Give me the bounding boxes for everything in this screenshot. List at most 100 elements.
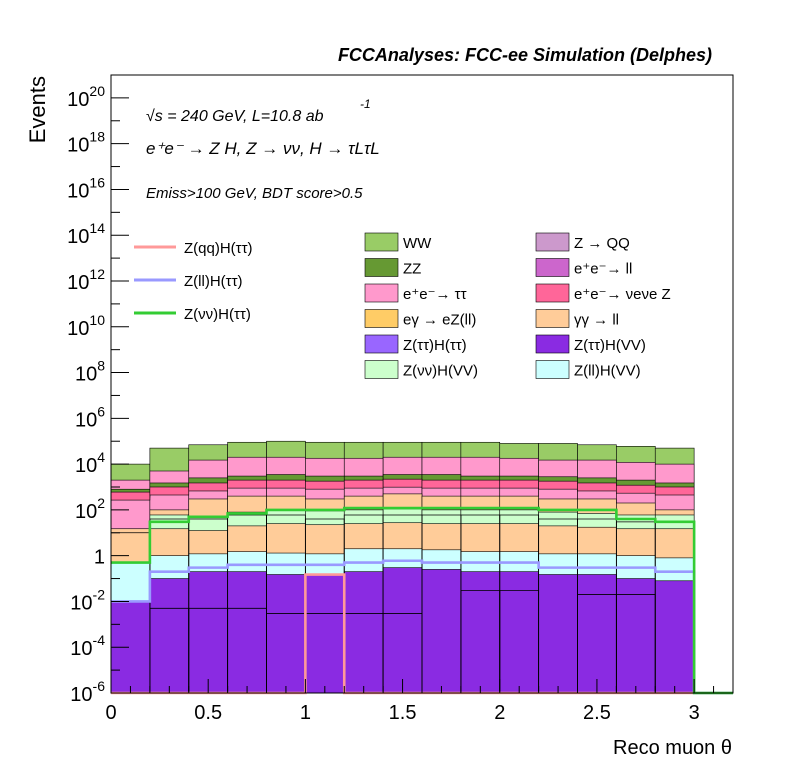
bar-z-h-vv-3 — [227, 571, 267, 694]
band-z-h-vv-10 — [499, 509, 539, 524]
band-e-e-e-e-z-0 — [110, 491, 151, 501]
y-tick-label-3: 1 — [94, 547, 105, 569]
x-tick-label-3: 1.5 — [389, 702, 417, 724]
bar-z-h-vv-2 — [188, 571, 228, 694]
legend-label-ww: WW — [403, 235, 432, 252]
band-e-e-e-e-z-2 — [188, 482, 228, 492]
y-axis-ticks: 10-6 10-4 10-2 1 102 104 106 108 1010 1012 1014 101… — [67, 74, 129, 706]
band-z-h-vv-7 — [382, 508, 423, 524]
band-z-h-vv-4 — [266, 509, 306, 524]
x-tick-label-0: 0 — [105, 702, 116, 724]
cut-annotation: Emiss>100 GeV, BDT score>0.5 — [146, 185, 363, 202]
legend-swatch-z-h-vv — [364, 360, 399, 379]
annotations: √s = 240 GeV, L=10.8 ab -1 e⁺e⁻ → Z H, Z… — [146, 97, 380, 202]
band-e-e-e-e-z-8 — [421, 479, 462, 489]
legend-label-zz: ZZ — [403, 261, 421, 278]
y-axis-label: Events — [25, 76, 50, 143]
legend-swatch-e-e — [364, 283, 399, 303]
bar-z-h-vv-8 — [421, 569, 462, 694]
process-annotation: e⁺e⁻ → Z H, Z → νν, H → τLτL — [146, 139, 380, 158]
legend: Z(qq)H(ττ) Z(ll)H(ττ) Z(νν)H(ττ) WW Z → QQ ZZ… — [134, 232, 671, 380]
x-tick-label-6: 3 — [689, 702, 700, 724]
x-tick-label-2: 1 — [300, 702, 311, 724]
band-e-e-e-e-z-6 — [343, 479, 384, 489]
x-axis-label: Reco muon θ — [613, 737, 732, 759]
legend-label-ll: γγ → ll — [574, 312, 619, 329]
band-e-e-e-e-z-13 — [616, 484, 656, 494]
band-e-e-e-e-z-12 — [577, 482, 617, 492]
band-e-e-e-e-z-9 — [460, 479, 501, 489]
band-z-h-vv-8 — [421, 509, 462, 524]
bar-z-h-vv-7 — [382, 567, 423, 694]
band-e-e-e-e-z-7 — [382, 478, 423, 488]
bar-z-h-vv-9 — [460, 571, 501, 694]
bar-z-h-vv-6 — [343, 571, 384, 694]
legend-label-e-e-ll: e⁺e⁻→ ll — [574, 261, 632, 278]
band-e-e-e-e-z-10 — [499, 479, 539, 489]
legend-label-z-ll-h: Z(ll)H(ττ) — [184, 273, 243, 290]
y-tick-label-2: 10-2 — [70, 586, 105, 614]
bar-z-h-vv-1 — [149, 578, 190, 694]
legend-swatch-z-h — [364, 334, 399, 354]
legend-label-e-e: e⁺e⁻→ ττ — [403, 286, 467, 303]
y-tick-label-11: 1016 — [67, 174, 105, 202]
bar-z-h-vv-10 — [499, 571, 539, 694]
legend-swatch-e-e-e-e-z — [535, 283, 570, 303]
legend-swatch-ll — [535, 309, 570, 328]
bar-z-h-vv-5 — [305, 574, 345, 694]
y-tick-label-10: 1014 — [67, 220, 105, 248]
bar-z-h-vv-13 — [616, 578, 656, 694]
energy-annotation: √s = 240 GeV, L=10.8 ab — [146, 108, 324, 125]
x-tick-label-5: 2.5 — [583, 702, 611, 724]
x-axis-ticks: 0 0.5 1 1.5 2 2.5 3 — [105, 679, 734, 724]
band-z-h-vv-6 — [343, 509, 384, 524]
legend-label-z-h-vv: Z(ττ)H(VV) — [574, 337, 646, 354]
x-tick-label-4: 2 — [494, 702, 505, 724]
legend-swatch-z-h-vv — [535, 334, 570, 354]
legend-swatch-zz — [364, 258, 399, 277]
legend-swatch-z-qq — [535, 232, 570, 252]
band-e-e-e-e-z-11 — [538, 480, 578, 490]
y-tick-label-0: 10-6 — [70, 678, 105, 706]
legend-swatch-e-e-ll — [535, 258, 570, 277]
legend-swatch-e-ez-ll — [364, 309, 399, 328]
y-tick-label-6: 106 — [75, 403, 105, 431]
legend-swatch-ww — [364, 232, 399, 252]
y-tick-label-8: 1010 — [67, 312, 105, 340]
band-e-e-e-e-z-3 — [227, 479, 267, 489]
band-z-h-vv-9 — [460, 509, 501, 524]
bar-z-h-vv-14 — [654, 580, 695, 694]
bar-z-h-vv-12 — [577, 574, 617, 694]
legend-label-z-qq-h: Z(qq)H(ττ) — [184, 240, 253, 257]
y-tick-label-5: 104 — [75, 449, 105, 477]
stack-bars — [110, 440, 695, 694]
band-e-e-e-e-z-1 — [149, 486, 190, 496]
y-tick-label-7: 108 — [75, 358, 105, 386]
y-tick-label-4: 102 — [75, 495, 105, 523]
x-tick-label-1: 0.5 — [194, 702, 222, 724]
bar-z-h-vv-11 — [538, 574, 578, 694]
band-e-e-e-e-z-5 — [305, 480, 345, 490]
chart-title: FCCAnalyses: FCC-ee Simulation (Delphes) — [338, 45, 712, 65]
band-z-h-vv-12 — [577, 513, 617, 528]
y-tick-label-9: 1012 — [67, 266, 105, 294]
y-tick-label-12: 1018 — [67, 129, 105, 157]
bar-z-h-vv-4 — [266, 574, 306, 694]
y-tick-label-13: 1020 — [67, 83, 105, 111]
legend-label-e-e-e-e-z: e⁺e⁻→ νeνe Z — [574, 286, 671, 303]
y-tick-label-1: 10-4 — [70, 632, 105, 660]
legend-swatch-z-ll-h-vv — [535, 360, 570, 379]
legend-label-z-h-vv: Z(νν)H(VV) — [403, 363, 478, 380]
band-z-h-vv-5 — [305, 510, 345, 526]
line-z-ll-h — [111, 559, 733, 695]
legend-label-z-qq: Z → QQ — [574, 235, 630, 252]
band-e-e-e-e-z-4 — [266, 479, 306, 489]
band-e-e-e-e-z-14 — [654, 486, 695, 496]
legend-label-e-ez-ll: eγ → eZ(ll) — [403, 312, 476, 329]
legend-label-z-ll-h-vv: Z(ll)H(VV) — [574, 363, 641, 380]
energy-annotation-sup: -1 — [360, 97, 371, 111]
legend-label-z-h: Z(ττ)H(ττ) — [403, 337, 467, 354]
legend-label-z-h: Z(νν)H(ττ) — [184, 306, 251, 323]
line-z-h — [111, 506, 733, 695]
